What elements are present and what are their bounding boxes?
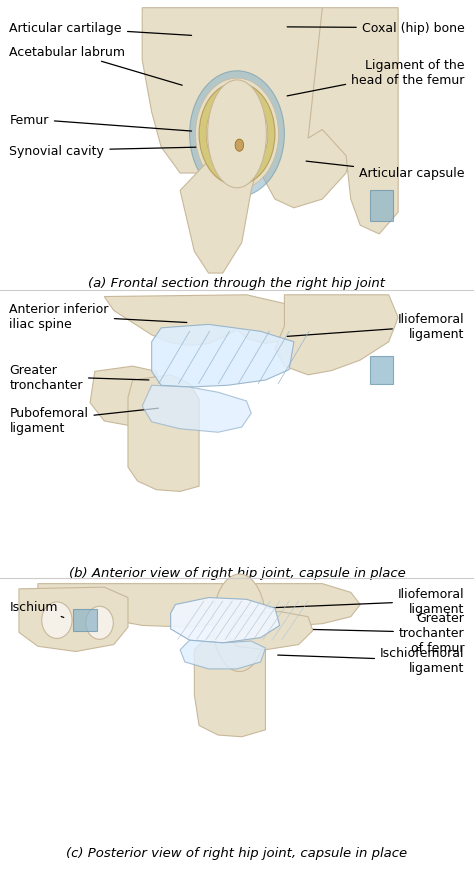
Polygon shape (152, 325, 294, 388)
Ellipse shape (190, 71, 284, 198)
Text: Iliofemoral
ligament: Iliofemoral ligament (287, 313, 465, 341)
Polygon shape (104, 295, 308, 346)
Polygon shape (194, 631, 265, 737)
Text: Articular cartilage: Articular cartilage (9, 23, 191, 36)
Polygon shape (370, 191, 393, 222)
Text: (b) Anterior view of right hip joint, capsule in place: (b) Anterior view of right hip joint, ca… (69, 567, 405, 580)
Text: (a) Frontal section through the right hip joint: (a) Frontal section through the right hi… (89, 276, 385, 289)
Circle shape (213, 574, 266, 672)
Polygon shape (275, 295, 398, 375)
Polygon shape (90, 367, 161, 426)
Circle shape (208, 81, 266, 189)
Polygon shape (171, 598, 280, 643)
Ellipse shape (42, 602, 72, 639)
Text: Ischium: Ischium (9, 600, 64, 618)
Text: Anterior inferior
iliac spine: Anterior inferior iliac spine (9, 302, 187, 330)
Text: Iliofemoral
ligament: Iliofemoral ligament (268, 587, 465, 615)
Polygon shape (142, 9, 360, 209)
Polygon shape (228, 612, 313, 650)
Text: Femur: Femur (9, 114, 191, 132)
Polygon shape (38, 584, 360, 627)
Polygon shape (19, 587, 128, 652)
Ellipse shape (195, 79, 279, 190)
Polygon shape (180, 156, 261, 274)
Text: Acetabular labrum: Acetabular labrum (9, 46, 182, 86)
Polygon shape (370, 356, 393, 384)
Polygon shape (73, 609, 97, 631)
Ellipse shape (206, 93, 268, 176)
Text: Coxal (hip) bone: Coxal (hip) bone (287, 23, 465, 35)
Polygon shape (308, 9, 398, 235)
Text: Articular capsule: Articular capsule (306, 162, 465, 180)
Ellipse shape (199, 83, 275, 186)
Text: (c) Posterior view of right hip joint, capsule in place: (c) Posterior view of right hip joint, c… (66, 846, 408, 859)
Ellipse shape (235, 140, 244, 152)
Text: Pubofemoral
ligament: Pubofemoral ligament (9, 407, 158, 434)
Text: Synovial cavity: Synovial cavity (9, 145, 206, 157)
Text: Greater
tronchanter: Greater tronchanter (9, 363, 149, 391)
Ellipse shape (86, 607, 113, 640)
Text: Ligament of the
head of the femur: Ligament of the head of the femur (287, 59, 465, 96)
Polygon shape (142, 386, 251, 433)
Polygon shape (128, 375, 199, 492)
Text: Ischiofemoral
ligament: Ischiofemoral ligament (278, 647, 465, 674)
Text: Greater
trochanter
of femur: Greater trochanter of femur (292, 611, 465, 654)
Polygon shape (180, 640, 265, 669)
